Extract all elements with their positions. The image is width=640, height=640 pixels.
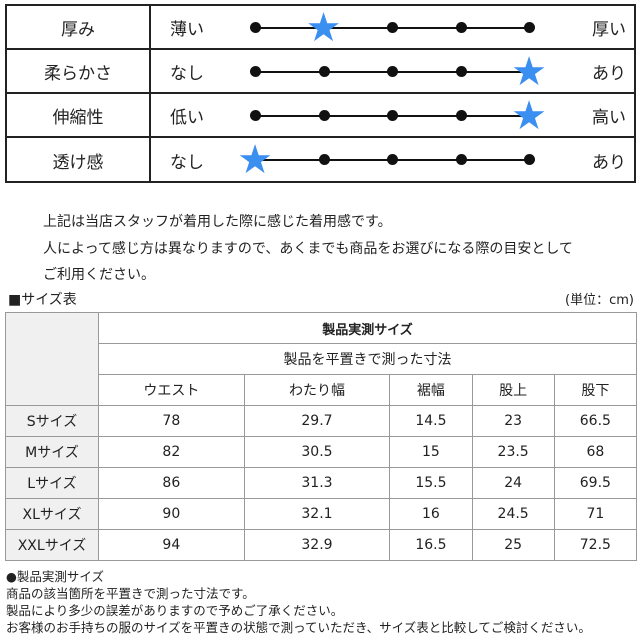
size-value: 15	[389, 436, 473, 468]
header-method: 製品を平置きで測った寸法	[98, 343, 637, 375]
star-icon: ★	[511, 49, 547, 95]
footer-line: ●製品実測サイズ	[6, 569, 105, 584]
size-value: 68	[553, 436, 638, 468]
texture-rating-table: 厚み 薄い ★ 厚い 柔らかさ なし ★ あり 伸縮性 低い ★ 高い 透け感 なし …	[5, 4, 636, 183]
table-row: Mサイズ 82 30.5 15 23.5 68	[5, 436, 638, 468]
rating-scale: ★	[237, 138, 539, 182]
note-line: 人によって感じ方は異なりますので、あくまでも商品をお選びになる際の目安として	[43, 241, 573, 257]
footer-line: お客様のお手持ちの服のサイズを平置きの状態で測っていただき、サイズ表と比較してご…	[6, 620, 591, 635]
star-icon: ★	[305, 5, 342, 51]
scale-dot	[250, 110, 261, 121]
size-value: 30.5	[243, 436, 391, 468]
size-label: XXLサイズ	[5, 529, 99, 561]
footer-line: 製品により多少の誤差がありますので予めご了承ください。	[6, 603, 344, 618]
column-header: わたり幅	[243, 374, 391, 406]
size-value: 32.9	[243, 529, 391, 561]
size-value: 24	[471, 467, 555, 499]
scale-dot	[455, 154, 467, 165]
size-value: 31.3	[243, 467, 391, 499]
rating-name: 柔らかさ	[7, 50, 151, 92]
corner-cell	[5, 312, 99, 406]
note-line: 上記は当店スタッフが着用した際に感じた着用感です。	[43, 214, 392, 230]
scale-dot	[387, 22, 398, 33]
size-table-title: ■サイズ表	[8, 292, 77, 308]
size-value: 24.5	[471, 498, 555, 530]
rating-high-label: あり	[592, 63, 626, 84]
rating-scale: ★	[249, 6, 539, 48]
size-value: 23.5	[471, 436, 555, 468]
size-table: 製品実測サイズ 製品を平置きで測った寸法 ウエスト わたり幅 裾幅 股上 股下 Sサイズ…	[5, 312, 638, 561]
size-value: 16	[389, 498, 473, 530]
rating-row: 透け感 なし ★ あり	[7, 138, 634, 182]
rating-row: 厚み 薄い ★ 厚い	[7, 6, 634, 50]
scale-dot	[455, 66, 467, 77]
rating-high-label: 厚い	[592, 19, 626, 40]
column-header: 股下	[553, 374, 638, 406]
size-value: 16.5	[389, 529, 473, 561]
scale-dot	[455, 22, 467, 33]
rating-scale: ★	[249, 50, 547, 92]
table-row: XLサイズ 90 32.1 16 24.5 71	[5, 498, 638, 530]
scale-dot	[387, 66, 398, 77]
footer-line: 商品の該当箇所を平置きで測った寸法です。	[6, 586, 255, 601]
size-value: 15.5	[389, 467, 473, 499]
scale-dot	[524, 22, 535, 33]
size-label: Sサイズ	[5, 405, 99, 437]
size-value: 25	[471, 529, 555, 561]
scale-dot	[387, 110, 398, 121]
rating-low-label: 薄い	[170, 19, 204, 40]
size-value: 14.5	[389, 405, 473, 437]
size-value: 23	[471, 405, 555, 437]
size-label: XLサイズ	[5, 498, 99, 530]
rating-high-label: あり	[592, 152, 626, 173]
size-value: 82	[98, 436, 245, 468]
rating-low-label: 低い	[170, 107, 204, 128]
table-row: XXLサイズ 94 32.9 16.5 25 72.5	[5, 529, 638, 561]
size-label: Lサイズ	[5, 467, 99, 499]
unit-label: (単位：cm)	[565, 293, 634, 308]
rating-name: 厚み	[7, 6, 151, 48]
size-value: 78	[98, 405, 245, 437]
rating-row: 伸縮性 低い ★ 高い	[7, 94, 634, 138]
size-value: 32.1	[243, 498, 391, 530]
column-header: ウエスト	[98, 374, 245, 406]
scale-dot	[318, 154, 330, 165]
scale-dot	[250, 22, 261, 33]
table-row: Sサイズ 78 29.7 14.5 23 66.5	[5, 405, 638, 437]
rating-row: 柔らかさ なし ★ あり	[7, 50, 634, 94]
column-header: 裾幅	[389, 374, 473, 406]
rating-name: 透け感	[7, 138, 151, 182]
header-measured: 製品実測サイズ	[98, 312, 637, 344]
rating-low-label: なし	[170, 152, 204, 173]
size-value: 29.7	[243, 405, 391, 437]
size-label: Mサイズ	[5, 436, 99, 468]
size-value: 90	[98, 498, 245, 530]
rating-high-label: 高い	[592, 107, 626, 128]
scale-dot	[318, 66, 330, 77]
size-value: 72.5	[553, 529, 638, 561]
size-value: 66.5	[553, 405, 638, 437]
scale-dot	[524, 154, 535, 165]
size-value: 86	[98, 467, 245, 499]
star-icon: ★	[237, 137, 273, 183]
size-value: 69.5	[553, 467, 638, 499]
size-value: 94	[98, 529, 245, 561]
scale-dot	[455, 110, 467, 121]
scale-dot	[387, 154, 398, 165]
scale-dot	[250, 66, 261, 77]
note-line: ご利用ください。	[43, 267, 155, 283]
column-header: 股上	[471, 374, 555, 406]
size-value: 71	[553, 498, 638, 530]
scale-dot	[318, 110, 330, 121]
rating-scale: ★	[249, 94, 547, 136]
star-icon: ★	[511, 93, 547, 139]
rating-name: 伸縮性	[7, 94, 151, 136]
rating-low-label: なし	[170, 63, 204, 84]
table-row: Lサイズ 86 31.3 15.5 24 69.5	[5, 467, 638, 499]
